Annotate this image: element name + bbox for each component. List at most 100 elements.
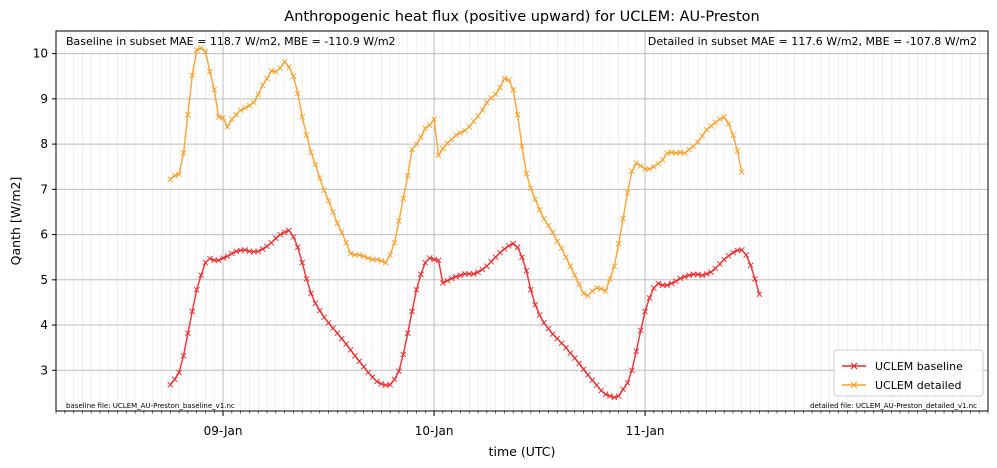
x-axis-label: time (UTC) bbox=[489, 444, 556, 459]
data-point bbox=[642, 166, 649, 172]
y-tick-label: 6 bbox=[40, 228, 48, 242]
baseline-file-note: baseline file: UCLEM_AU-Preston_baseline… bbox=[66, 402, 235, 410]
data-point bbox=[514, 244, 521, 251]
data-point bbox=[519, 143, 525, 150]
data-point bbox=[250, 99, 257, 106]
data-point bbox=[453, 132, 460, 139]
data-point bbox=[637, 162, 644, 169]
data-point bbox=[299, 259, 306, 266]
data-point bbox=[303, 132, 310, 139]
data-point bbox=[505, 242, 512, 249]
data-point bbox=[483, 263, 490, 270]
data-point bbox=[171, 172, 178, 179]
data-point bbox=[602, 288, 609, 295]
data-point bbox=[351, 352, 358, 359]
data-point bbox=[668, 149, 675, 156]
data-point bbox=[387, 381, 394, 388]
data-point bbox=[510, 86, 517, 93]
data-point bbox=[233, 111, 240, 118]
data-point bbox=[752, 275, 758, 282]
data-point bbox=[677, 275, 684, 282]
data-point bbox=[699, 132, 706, 139]
data-point bbox=[655, 280, 662, 287]
data-point bbox=[466, 270, 473, 277]
data-point bbox=[400, 195, 407, 202]
data-point bbox=[360, 253, 367, 260]
data-point bbox=[686, 146, 693, 153]
data-point bbox=[479, 266, 486, 273]
detailed-file-note: detailed file: UCLEM_AU-Preston_detailed… bbox=[810, 402, 977, 410]
data-point bbox=[237, 107, 244, 114]
series-uclem-detailed bbox=[167, 45, 745, 299]
data-point bbox=[554, 335, 561, 342]
data-point bbox=[615, 240, 622, 247]
data-point bbox=[290, 73, 297, 80]
data-point bbox=[721, 113, 728, 120]
data-point bbox=[268, 67, 275, 74]
data-point bbox=[532, 301, 539, 308]
data-point bbox=[461, 270, 468, 277]
data-point bbox=[664, 282, 671, 289]
data-point bbox=[198, 272, 205, 279]
data-point bbox=[378, 380, 385, 387]
data-point bbox=[215, 113, 222, 120]
data-point bbox=[316, 307, 323, 314]
data-point bbox=[677, 149, 684, 156]
chart-title: Anthropogenic heat flux (positive upward… bbox=[284, 9, 759, 25]
baseline-error-annotation: Baseline in subset MAE = 118.7 W/m2, MBE… bbox=[66, 35, 396, 48]
data-point bbox=[554, 238, 561, 245]
data-point bbox=[699, 272, 706, 279]
data-point bbox=[391, 239, 398, 246]
data-point bbox=[505, 76, 512, 83]
data-point bbox=[417, 271, 424, 278]
y-tick-label: 5 bbox=[40, 273, 48, 287]
data-point bbox=[567, 263, 574, 270]
data-point bbox=[725, 120, 732, 127]
series-line bbox=[169, 229, 761, 399]
data-point bbox=[558, 245, 565, 252]
data-point bbox=[343, 341, 350, 348]
data-point bbox=[312, 161, 319, 168]
data-point bbox=[642, 308, 649, 315]
data-point bbox=[620, 386, 627, 393]
data-point bbox=[580, 290, 587, 297]
data-point bbox=[690, 143, 697, 150]
y-tick-label: 4 bbox=[40, 318, 48, 332]
x-tick-label: 11-Jan bbox=[626, 424, 665, 438]
data-point bbox=[338, 335, 345, 342]
data-point bbox=[220, 255, 227, 262]
data-point bbox=[369, 256, 376, 263]
data-point bbox=[417, 134, 424, 141]
data-point bbox=[387, 251, 394, 258]
data-point bbox=[747, 262, 754, 269]
data-point bbox=[593, 284, 600, 291]
data-point bbox=[628, 168, 635, 175]
data-point bbox=[716, 261, 723, 267]
y-tick-label: 8 bbox=[40, 137, 48, 151]
data-point bbox=[475, 269, 481, 276]
data-point bbox=[681, 273, 688, 280]
data-point bbox=[228, 116, 235, 123]
data-point bbox=[246, 102, 253, 109]
data-point bbox=[461, 127, 468, 134]
data-point bbox=[444, 140, 451, 147]
data-point bbox=[703, 126, 710, 133]
data-point bbox=[268, 239, 275, 246]
data-point bbox=[312, 300, 319, 307]
data-point bbox=[404, 172, 411, 179]
data-point bbox=[672, 278, 679, 285]
data-point bbox=[431, 116, 438, 123]
data-point bbox=[650, 163, 657, 170]
data-point bbox=[536, 312, 543, 319]
data-point bbox=[409, 308, 416, 315]
data-point bbox=[378, 257, 385, 264]
data-point bbox=[593, 382, 600, 389]
data-point bbox=[373, 256, 380, 263]
data-point bbox=[439, 280, 446, 286]
data-point bbox=[303, 275, 310, 282]
data-point bbox=[541, 319, 547, 326]
data-point bbox=[189, 308, 196, 315]
data-point bbox=[343, 239, 350, 246]
data-point bbox=[549, 331, 556, 338]
data-point bbox=[277, 231, 284, 238]
